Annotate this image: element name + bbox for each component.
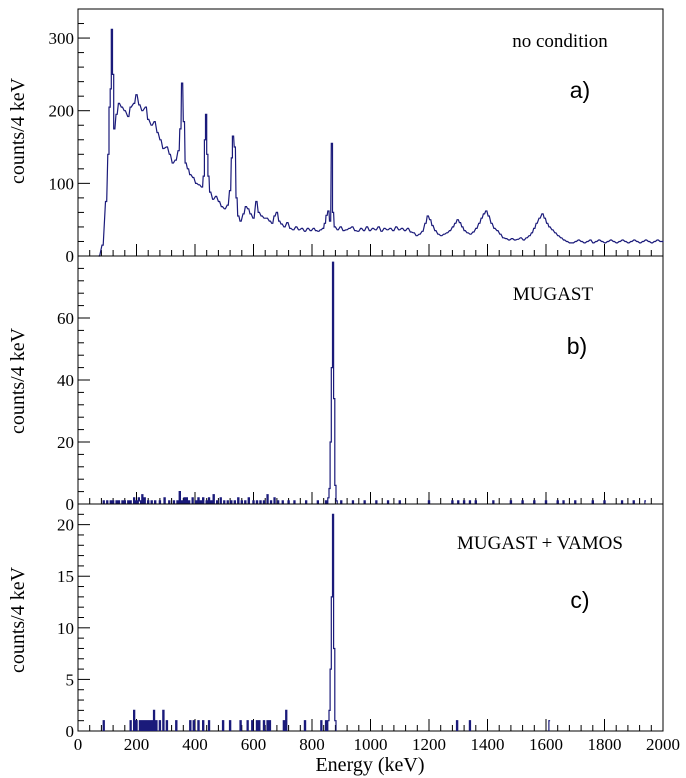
panel-c-x-ticks: 0 200 400 600 800 1000 1200 1400 1600 1800 2000 (74, 719, 680, 754)
x-tick-label: 1600 (529, 735, 563, 754)
y-tick-label: 300 (49, 29, 75, 48)
y-tick-label: 10 (57, 619, 74, 638)
x-tick-label: 1400 (471, 735, 505, 754)
y-tick-label: 0 (66, 495, 75, 514)
histogram-series (98, 28, 664, 257)
y-tick-label: 20 (57, 433, 74, 452)
panel-b: 0 20 40 60 MUGAST b) counts/4 keV (7, 255, 664, 514)
panel-a-x-ticks (77, 244, 664, 256)
panel-a: 0 100 200 300 no condition a) counts/4 keV (7, 8, 664, 266)
x-tick-label: 400 (182, 735, 208, 754)
x-tick-label: 200 (124, 735, 150, 754)
x-tick-label: 1000 (354, 735, 388, 754)
x-tick-label: 1800 (588, 735, 622, 754)
x-tick-label: 600 (241, 735, 267, 754)
y-tick-label: 60 (57, 309, 74, 328)
x-tick-label: 800 (299, 735, 325, 754)
histogram-series (102, 261, 646, 504)
panel-c-annotation: MUGAST + VAMOS (457, 533, 623, 554)
panel-c-data (102, 513, 551, 731)
y-tick-label: 0 (66, 247, 75, 266)
panel-a-annotation: no condition (512, 31, 608, 52)
panel-b-label: b) (567, 333, 587, 359)
panel-c: 0 5 10 15 20 0 200 400 600 800 1000 1200 1400 1600 18… (7, 503, 680, 776)
y-tick-label: 200 (49, 102, 75, 121)
y-tick-label: 100 (49, 174, 75, 193)
x-axis-label: Energy (keV) (315, 754, 424, 776)
y-tick-label: 0 (66, 722, 75, 741)
panel-a-label: a) (570, 77, 590, 103)
panel-a-ylabel: counts/4 keV (7, 77, 29, 184)
y-tick-label: 20 (57, 516, 74, 535)
panel-b-annotation: MUGAST (513, 284, 594, 305)
y-tick-label: 15 (57, 567, 74, 586)
x-tick-label: 1200 (412, 735, 446, 754)
x-tick-label: 2000 (646, 735, 680, 754)
histogram-series (102, 513, 551, 731)
panel-a-y-ticks: 0 100 200 300 (49, 8, 90, 266)
panel-c-ylabel: counts/4 keV (7, 566, 29, 673)
panel-b-data (102, 261, 646, 504)
panel-a-data (98, 28, 664, 257)
panel-b-y-ticks: 0 20 40 60 (57, 255, 90, 514)
y-tick-label: 5 (66, 670, 75, 689)
panel-c-label: c) (570, 587, 589, 613)
panel-b-ylabel: counts/4 keV (7, 327, 29, 434)
panel-c-y-ticks: 0 5 10 15 20 (57, 503, 90, 741)
y-tick-label: 40 (57, 371, 74, 390)
x-tick-label: 0 (74, 735, 83, 754)
